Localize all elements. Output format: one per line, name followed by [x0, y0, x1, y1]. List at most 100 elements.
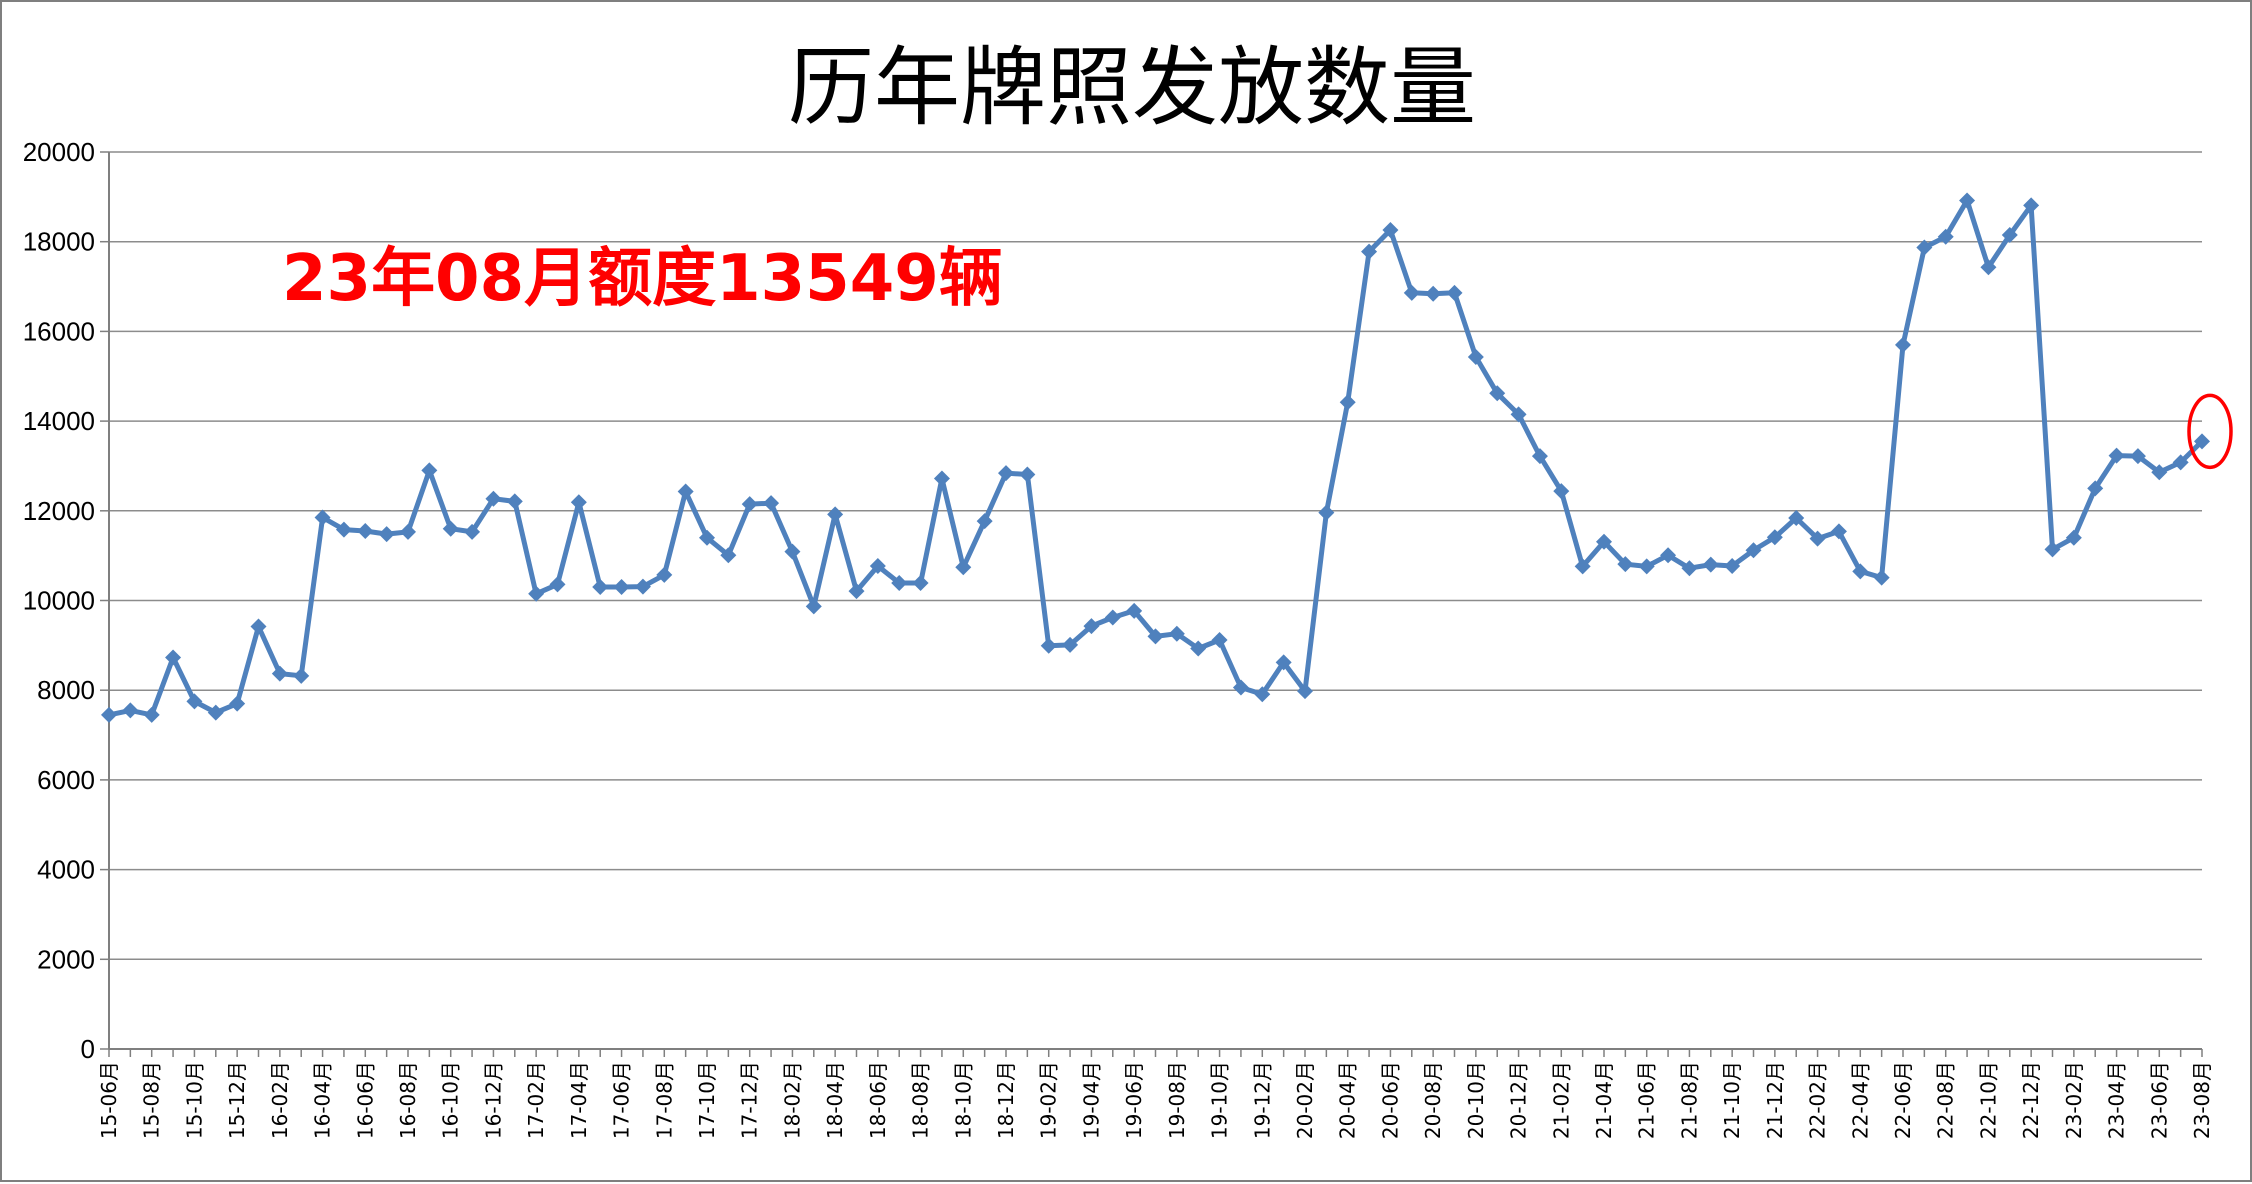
data-point: [699, 529, 715, 546]
x-tick-label: 19-08月: [1165, 1061, 1189, 1139]
data-point: [1638, 558, 1655, 575]
data-point: [912, 575, 929, 592]
y-tick-label-6000: 6000: [37, 765, 95, 795]
data-point: [271, 665, 288, 682]
x-tick-label: 16-06月: [353, 1061, 377, 1139]
data-point: [442, 520, 459, 537]
data-point: [1681, 560, 1698, 577]
y-tick-label-12000: 12000: [23, 496, 95, 526]
data-point: [805, 598, 822, 615]
data-point: [1852, 563, 1869, 580]
data-point: [101, 706, 117, 723]
data-point: [933, 470, 950, 487]
data-point: [1660, 547, 1677, 564]
data-point: [634, 578, 651, 595]
data-point: [848, 583, 865, 600]
chart-annotation: 23年08月额度13549辆: [282, 242, 1003, 316]
x-tick-label: 20-06月: [1378, 1061, 1402, 1139]
x-tick-label: 22-12月: [2019, 1061, 2043, 1139]
data-point: [1916, 239, 1933, 256]
data-point: [955, 559, 972, 576]
x-tick-label: 21-02月: [1549, 1061, 1573, 1139]
data-point: [1190, 640, 1207, 657]
x-tick-label: 17-08月: [652, 1061, 676, 1139]
y-tick-label-20000: 20000: [23, 137, 95, 167]
data-point: [2151, 464, 2168, 481]
x-tick-label: 21-12月: [1763, 1061, 1787, 1139]
data-point: [400, 523, 416, 540]
marker-layer: [101, 192, 2210, 723]
x-tick-label: 20-12月: [1507, 1061, 1531, 1139]
data-point: [998, 465, 1014, 482]
data-point: [1254, 686, 1271, 703]
data-point: [528, 585, 545, 602]
data-point: [656, 566, 673, 583]
data-point: [1425, 285, 1442, 302]
x-tick-label: 16-02月: [268, 1061, 292, 1139]
y-tick-label-8000: 8000: [37, 675, 95, 705]
x-tick-label: 20-04月: [1336, 1061, 1360, 1139]
data-point: [1040, 637, 1057, 654]
data-point: [763, 495, 780, 512]
data-point: [1788, 509, 1805, 526]
data-point: [143, 706, 160, 723]
data-point: [720, 547, 737, 564]
data-point: [2172, 454, 2189, 471]
data-point: [1297, 683, 1313, 700]
data-point: [2065, 529, 2082, 546]
x-tick-label: 15-10月: [182, 1061, 206, 1139]
data-point: [976, 513, 993, 530]
data-point: [2044, 541, 2061, 558]
data-point: [827, 506, 844, 523]
data-point: [1232, 679, 1249, 696]
highlight-circle: [2187, 393, 2233, 470]
data-point: [464, 523, 481, 540]
data-point: [2001, 226, 2018, 243]
data-point: [314, 509, 331, 526]
data-point: [2108, 447, 2125, 464]
x-tick-label: 19-10月: [1208, 1061, 1232, 1139]
data-point: [186, 693, 203, 710]
y-tick-label-18000: 18000: [23, 227, 95, 257]
data-point: [229, 695, 246, 712]
data-point: [1895, 336, 1911, 353]
x-tick-label: 18-06月: [866, 1061, 890, 1139]
data-point: [1809, 530, 1826, 547]
data-point: [378, 526, 395, 543]
y-tick-label-4000: 4000: [37, 855, 95, 885]
data-point: [2087, 480, 2104, 497]
x-tick-label: 18-02月: [780, 1061, 804, 1139]
axis-layer: [100, 151, 2203, 1057]
x-tick-label: 15-08月: [140, 1061, 164, 1139]
data-point: [677, 483, 694, 500]
data-point: [2129, 448, 2146, 465]
x-tick-label: 23-04月: [2105, 1061, 2129, 1139]
data-point: [1361, 243, 1378, 260]
x-tick-label: 22-10月: [1976, 1061, 2000, 1139]
x-tick-label: 22-02月: [1806, 1061, 1830, 1139]
data-point: [1959, 192, 1976, 209]
data-point: [1510, 406, 1527, 423]
data-point: [2023, 197, 2040, 214]
y-tick-label-0: 0: [81, 1034, 95, 1064]
x-tick-label: 23-08月: [2190, 1061, 2214, 1139]
data-point: [1724, 557, 1741, 574]
x-tick-label: 17-06月: [610, 1061, 634, 1139]
data-point: [165, 649, 182, 666]
x-tick-label: 19-02月: [1037, 1061, 1061, 1139]
data-point: [1745, 542, 1762, 559]
data-point: [784, 543, 801, 560]
chart-title: 历年牌照发放数量: [788, 38, 1476, 138]
data-point: [293, 667, 310, 684]
x-tick-label: 17-12月: [738, 1061, 762, 1139]
x-tick-label: 21-10月: [1720, 1061, 1744, 1139]
data-point: [1275, 654, 1292, 671]
x-axis-tick-labels: 15-06月 15-08月 15-10月 15-12月 16-02月 16-04月 16-0…: [97, 1061, 2214, 1139]
data-point: [1403, 284, 1420, 301]
x-tick-label: 21-04月: [1592, 1061, 1616, 1139]
x-tick-label: 16-10月: [439, 1061, 463, 1139]
x-tick-label: 19-06月: [1122, 1061, 1146, 1139]
data-point: [613, 579, 630, 596]
